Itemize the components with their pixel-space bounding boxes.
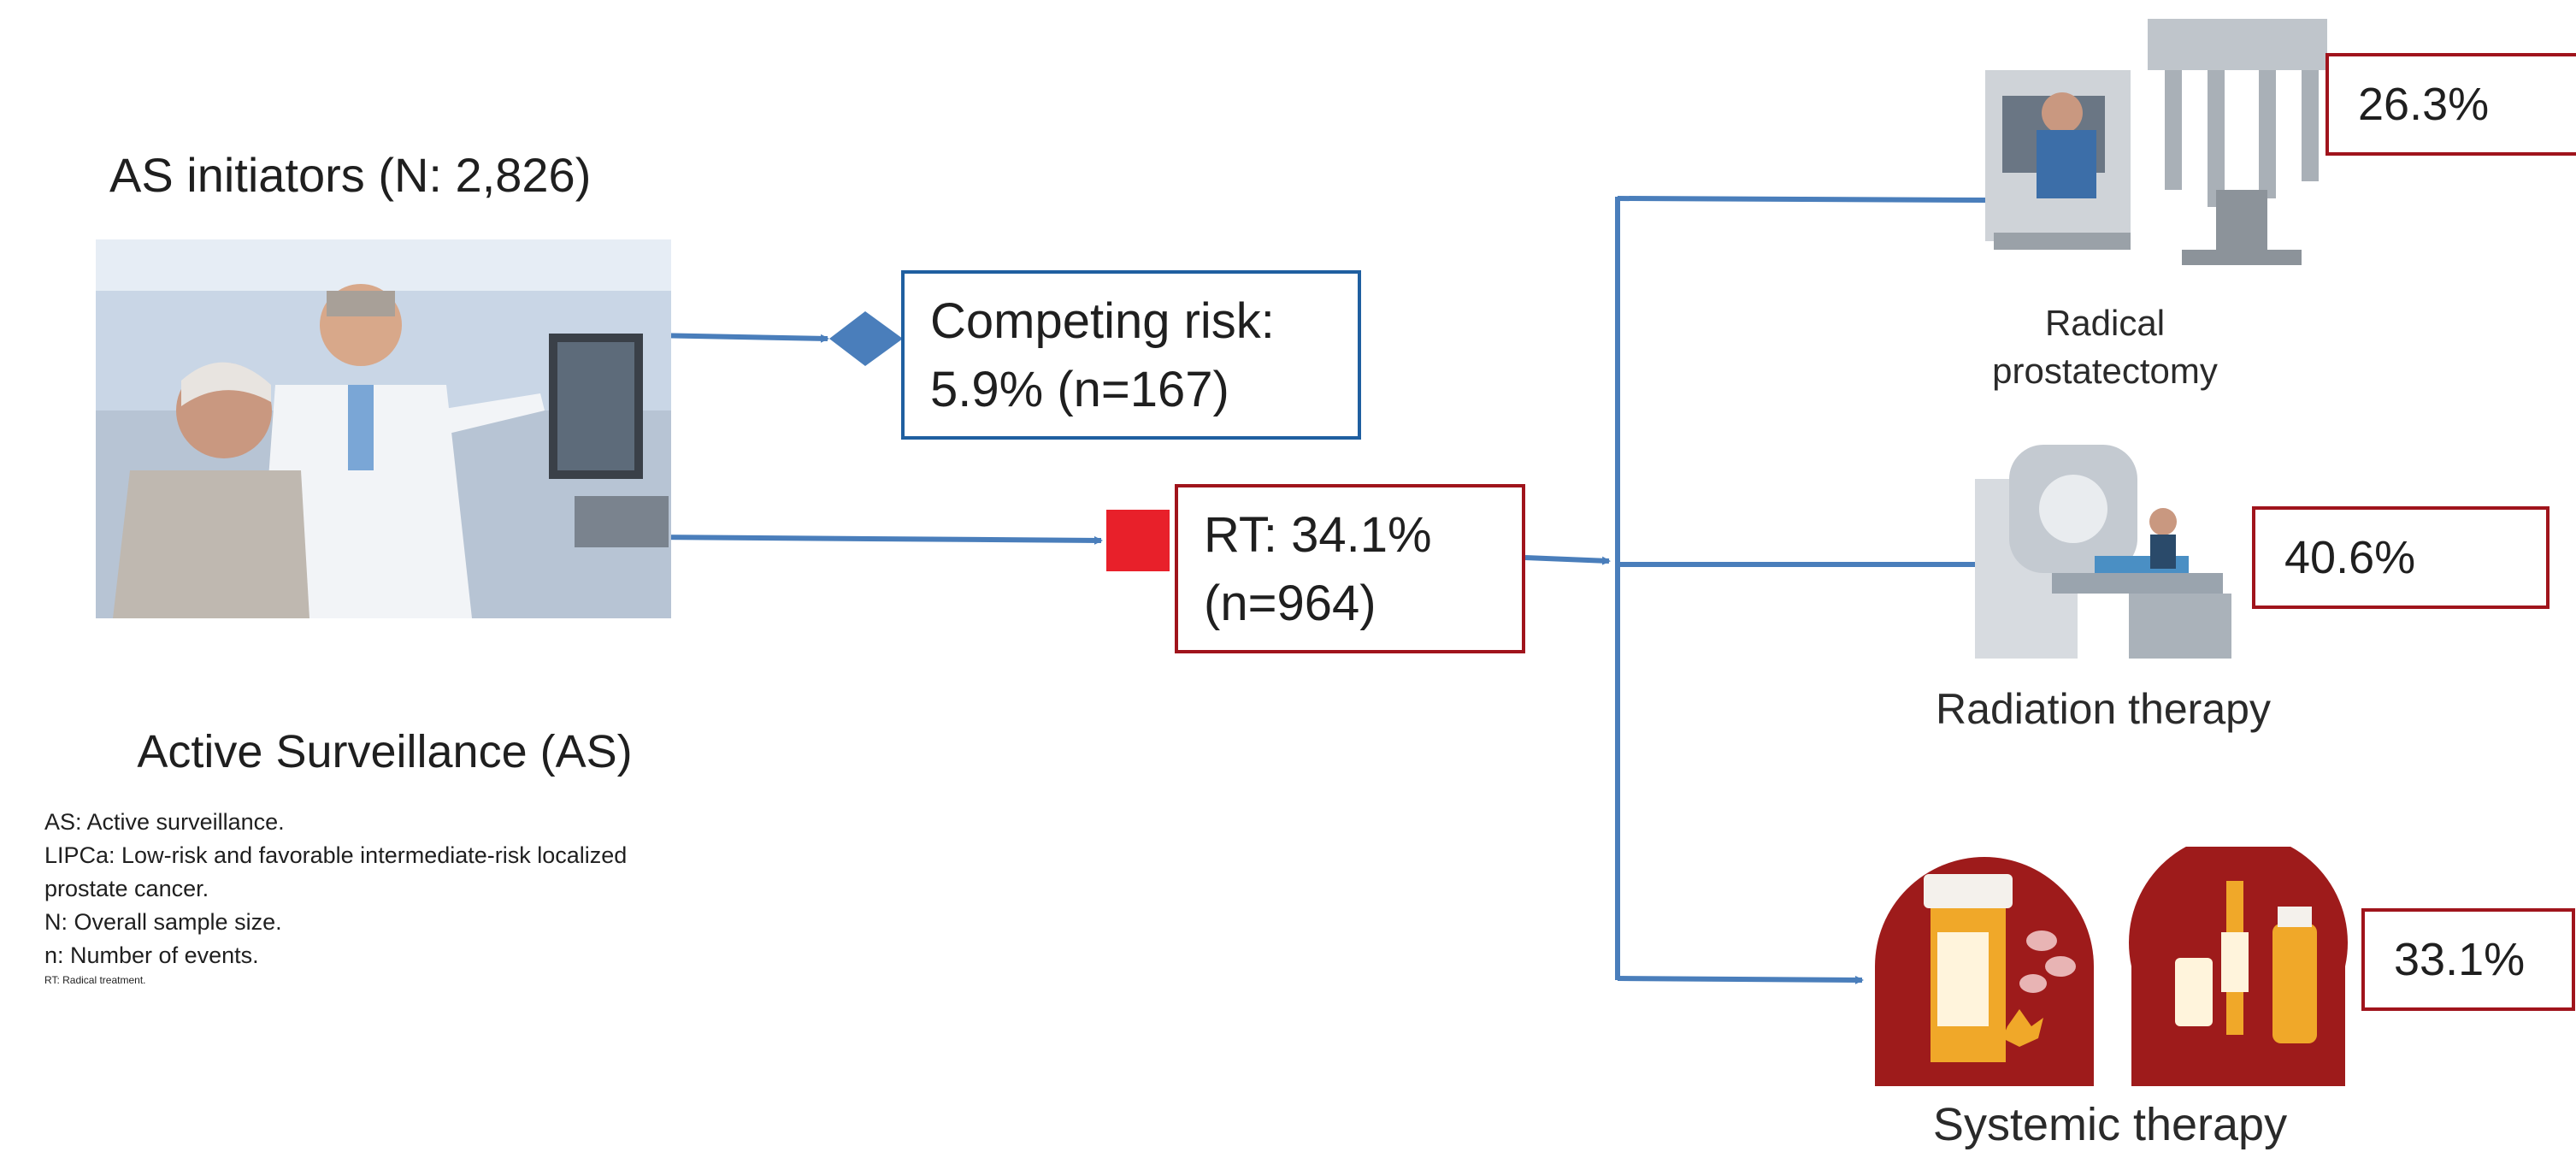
note-item: n: Number of events. — [44, 942, 259, 968]
medication-icon — [1871, 847, 2349, 1086]
arrow-rt-to-branch — [1524, 555, 1611, 565]
note-item: prostate cancer. — [44, 876, 209, 901]
label-line1: Radical — [2044, 303, 2166, 343]
prostatectomy-percent: 26.3% — [2358, 79, 2490, 130]
doctor-patient-illustration — [96, 239, 671, 618]
note-item: LIPCa: Low-risk and favorable intermedia… — [44, 842, 628, 868]
prostatectomy-percent-box: 26.3% — [2325, 53, 2576, 156]
systemic-percent: 33.1% — [2394, 934, 2526, 985]
note-item: N: Overall sample size. — [44, 909, 282, 935]
clinic-photo — [96, 239, 671, 618]
competing-risk-box: Competing risk: 5.9% (n=167) — [901, 270, 1361, 440]
rt-box: RT: 34.1% (n=964) — [1175, 484, 1525, 653]
note-item: AS: Active surveillance. — [44, 809, 285, 835]
photo-caption: Active Surveillance (AS) — [137, 726, 633, 777]
radiation-machine-icon — [1975, 445, 2240, 659]
competing-risk-line1: Competing risk: — [930, 293, 1275, 349]
label-line2: prostatectomy — [1992, 351, 2218, 391]
radiation-therapy-label: Radiation therapy — [1936, 685, 2271, 733]
arrow-to-systemic — [1617, 975, 1864, 984]
competing-risk-diamond — [829, 311, 903, 366]
competing-risk-line2: 5.9% (n=167) — [930, 362, 1229, 417]
systemic-percent-box: 33.1% — [2361, 908, 2575, 1011]
cohort-title: AS initiators (N: 2,826) — [109, 148, 592, 202]
surgical-robot-icon — [1985, 19, 2327, 291]
systemic-therapy-label: Systemic therapy — [1932, 1099, 2288, 1150]
radical-prostatectomy-label: Radical prostatectomy — [1934, 299, 2276, 395]
arrow-to-prostatectomy — [1617, 196, 1986, 203]
rt-line2: (n=964) — [1204, 576, 1376, 631]
note-small: RT: Radical treatment. — [44, 974, 146, 986]
abbreviation-notes: AS: Active surveillance. LIPCa: Low-risk… — [44, 806, 728, 988]
rt-line1: RT: 34.1% — [1204, 507, 1432, 563]
radiation-percent: 40.6% — [2284, 532, 2416, 583]
arrow-to-competing-risk — [649, 333, 829, 343]
arrow-to-rt — [649, 535, 1103, 545]
rt-red-square — [1106, 510, 1170, 571]
radiation-percent-box: 40.6% — [2252, 506, 2549, 609]
